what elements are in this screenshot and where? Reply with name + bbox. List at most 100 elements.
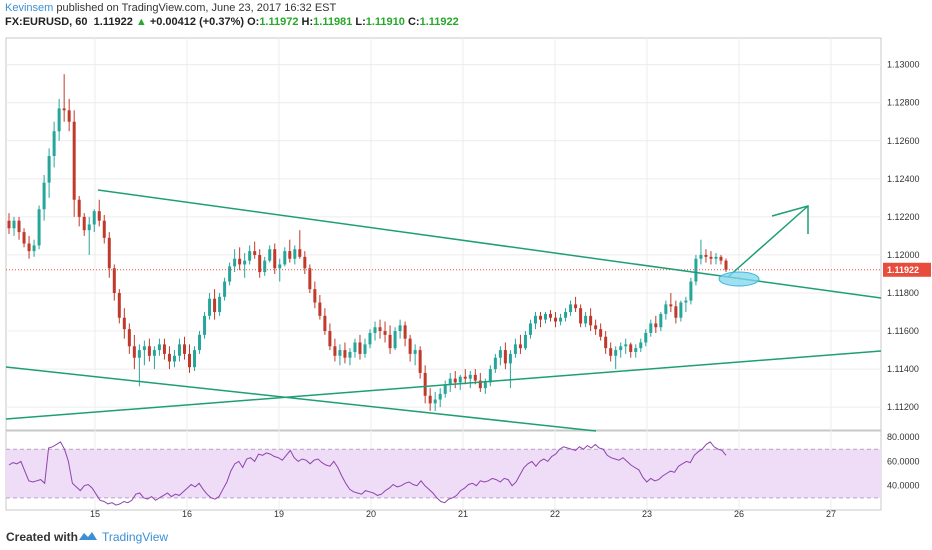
candle-body bbox=[719, 256, 723, 261]
candle-body bbox=[704, 254, 708, 257]
candle-body bbox=[669, 304, 673, 307]
candle-body bbox=[177, 344, 181, 356]
candle-body bbox=[248, 251, 252, 261]
candle-body bbox=[233, 258, 237, 267]
candle-body bbox=[198, 334, 202, 351]
candle-body bbox=[363, 344, 367, 354]
candle-body bbox=[82, 216, 86, 231]
last-price: 1.11922 bbox=[93, 16, 133, 28]
trendline bbox=[5, 366, 597, 432]
candle-body bbox=[92, 211, 96, 225]
close-value: 1.11922 bbox=[419, 16, 459, 28]
change-arrow-icon: ▲ bbox=[135, 16, 147, 28]
chart-header: Kevinsem published on TradingView.com, J… bbox=[0, 0, 932, 30]
candle-body bbox=[408, 338, 412, 354]
tradingview-logo-icon[interactable] bbox=[78, 530, 98, 545]
candle-body bbox=[423, 372, 427, 396]
candle-body bbox=[679, 302, 683, 318]
candle-body bbox=[433, 399, 437, 404]
time-tick-label: 21 bbox=[458, 509, 468, 519]
last-price-tag-label: 1.11922 bbox=[887, 265, 919, 275]
created-with-text: Created with bbox=[6, 530, 79, 544]
price-tick-label: 1.12800 bbox=[887, 98, 920, 108]
price-pane bbox=[5, 37, 882, 431]
candle-body bbox=[72, 121, 76, 200]
low-label: L: bbox=[355, 16, 366, 28]
candle-body bbox=[393, 331, 397, 349]
candle-body bbox=[223, 281, 227, 297]
candle-body bbox=[37, 209, 41, 246]
candle-body bbox=[263, 260, 267, 273]
candle-body bbox=[458, 376, 462, 383]
candle-body bbox=[203, 315, 207, 335]
time-tick-label: 20 bbox=[366, 509, 376, 519]
price-tick-label: 1.13000 bbox=[887, 60, 920, 70]
candle-body bbox=[283, 251, 287, 265]
candle-body bbox=[77, 199, 81, 217]
candle-body bbox=[228, 266, 232, 282]
candle-body bbox=[22, 232, 26, 244]
candle-body bbox=[604, 336, 608, 349]
candle-body bbox=[42, 182, 46, 210]
candle-body bbox=[57, 108, 61, 132]
candle-body bbox=[167, 353, 171, 362]
candle-body bbox=[253, 251, 257, 255]
candle-body bbox=[398, 325, 402, 332]
author-link[interactable]: Kevinsem bbox=[5, 2, 54, 14]
candle-body bbox=[473, 374, 477, 381]
candle-body bbox=[323, 315, 327, 332]
publish-line: Kevinsem published on TradingView.com, J… bbox=[5, 1, 336, 15]
candle-body bbox=[67, 110, 71, 122]
candle-body bbox=[27, 243, 31, 252]
time-tick-label: 15 bbox=[90, 509, 100, 519]
candle-body bbox=[599, 329, 603, 337]
candle-body bbox=[187, 353, 192, 368]
candle-body bbox=[122, 317, 126, 330]
candle-body bbox=[549, 313, 553, 318]
candle-body bbox=[378, 327, 382, 332]
candle-body bbox=[12, 220, 16, 229]
candle-body bbox=[559, 317, 563, 322]
candle-body bbox=[619, 346, 623, 351]
candle-body bbox=[373, 327, 377, 333]
close-label: C: bbox=[407, 16, 420, 28]
candle-body bbox=[348, 351, 352, 358]
candle-body bbox=[238, 258, 242, 265]
candle-body bbox=[709, 256, 713, 259]
candle-body bbox=[62, 108, 66, 111]
price-tick-label: 1.12200 bbox=[887, 212, 920, 222]
open-value: 1.11972 bbox=[259, 16, 299, 28]
symbol-line: FX:EURUSD, 60 1.11922 ▲ +0.00412 (+0.37%… bbox=[5, 15, 459, 29]
candle-body bbox=[664, 304, 668, 314]
candle-body bbox=[172, 355, 176, 362]
candle-body bbox=[674, 306, 678, 318]
rsi-tick-label: 40.0000 bbox=[887, 481, 920, 491]
candle-body bbox=[533, 315, 537, 324]
candle-body bbox=[498, 350, 502, 358]
candle-body bbox=[724, 260, 728, 270]
time-tick-label: 19 bbox=[274, 509, 284, 519]
time-tick-label: 16 bbox=[182, 509, 192, 519]
candle-body bbox=[554, 317, 558, 322]
open-label: O: bbox=[247, 16, 260, 28]
candle-body bbox=[147, 346, 151, 356]
candle-body bbox=[17, 220, 21, 233]
price-chart[interactable]: 1.13000 1.12800 1.12600 1.12400 1.12200 1.120… bbox=[0, 30, 932, 522]
time-tick-label: 23 bbox=[642, 509, 652, 519]
candle-body bbox=[614, 350, 618, 356]
candle-body bbox=[523, 334, 527, 349]
arrow-annotation bbox=[727, 205, 809, 278]
candle-body bbox=[564, 312, 568, 318]
candle-body bbox=[333, 346, 337, 356]
candle-body bbox=[418, 350, 422, 373]
candle-body bbox=[468, 374, 472, 379]
tradingview-brand-link[interactable]: TradingView bbox=[102, 530, 169, 544]
candle-body bbox=[353, 342, 357, 352]
candle-body bbox=[694, 258, 698, 282]
change-value: +0.00412 (+0.37%) bbox=[149, 16, 245, 28]
candle-body bbox=[639, 342, 643, 349]
candle-body bbox=[569, 304, 573, 313]
candle-body bbox=[634, 348, 638, 352]
candle-body bbox=[218, 296, 222, 313]
symbol-label: FX:EURUSD, 60 bbox=[5, 16, 88, 28]
